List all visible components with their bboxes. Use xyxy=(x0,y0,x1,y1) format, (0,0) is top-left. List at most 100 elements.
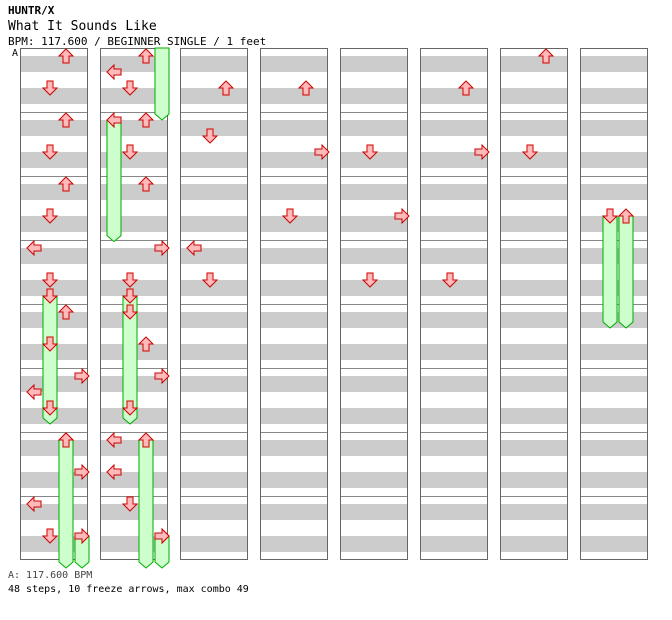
stripe xyxy=(100,280,168,296)
stripe xyxy=(340,472,408,488)
stripe xyxy=(500,408,568,424)
stripe xyxy=(420,408,488,424)
step-summary: 48 steps, 10 freeze arrows, max combo 49 xyxy=(8,584,249,595)
step-arrow xyxy=(26,383,42,401)
stripe xyxy=(180,56,248,72)
column-border xyxy=(180,48,248,560)
stripe xyxy=(580,184,648,200)
column-border xyxy=(420,48,488,560)
step-arrow xyxy=(154,239,170,257)
step-arrow xyxy=(106,463,122,481)
stripe xyxy=(420,88,488,104)
stripe xyxy=(580,344,648,360)
step-arrow xyxy=(41,272,59,288)
freeze-head-arrow xyxy=(41,288,59,304)
step-arrow xyxy=(361,144,379,160)
step-arrow xyxy=(26,239,42,257)
step-arrow xyxy=(537,48,555,64)
stripe xyxy=(500,344,568,360)
stripe xyxy=(420,56,488,72)
stripe xyxy=(420,376,488,392)
step-arrow xyxy=(57,48,75,64)
freeze-arrow xyxy=(58,439,74,569)
stripe xyxy=(500,376,568,392)
stripe xyxy=(420,216,488,232)
step-arrow xyxy=(474,143,490,161)
stripe xyxy=(260,184,328,200)
stripe xyxy=(260,120,328,136)
step-arrow xyxy=(137,112,155,128)
stripe xyxy=(260,248,328,264)
column-border xyxy=(100,48,168,560)
stripe xyxy=(180,440,248,456)
stripe xyxy=(580,56,648,72)
stripe xyxy=(180,216,248,232)
stripe xyxy=(260,536,328,552)
column-border xyxy=(20,48,88,560)
step-arrow xyxy=(121,400,139,416)
stripe xyxy=(260,88,328,104)
stripe xyxy=(20,120,88,136)
stripe xyxy=(180,472,248,488)
stripe xyxy=(420,312,488,328)
step-arrow xyxy=(154,527,170,545)
stripe xyxy=(580,376,648,392)
stripe xyxy=(420,536,488,552)
stripe xyxy=(340,504,408,520)
freeze-arrow xyxy=(138,439,154,569)
freeze-head-arrow xyxy=(106,111,122,129)
step-arrow xyxy=(281,208,299,224)
stripe xyxy=(260,408,328,424)
step-arrow xyxy=(41,528,59,544)
stripe xyxy=(180,312,248,328)
stripe xyxy=(500,184,568,200)
column-border xyxy=(340,48,408,560)
stripe xyxy=(20,248,88,264)
stripe xyxy=(340,216,408,232)
freeze-arrow xyxy=(618,215,634,329)
bpm-legend: A: 117.600 BPM xyxy=(8,570,93,581)
step-arrow xyxy=(121,80,139,96)
stripe xyxy=(180,344,248,360)
stripe xyxy=(180,88,248,104)
stripe xyxy=(260,56,328,72)
freeze-arrow xyxy=(106,119,122,243)
stripe xyxy=(260,504,328,520)
stripe xyxy=(180,504,248,520)
step-arrow xyxy=(154,367,170,385)
stripe xyxy=(100,248,168,264)
stripe xyxy=(500,120,568,136)
step-arrow xyxy=(441,272,459,288)
stripe xyxy=(580,536,648,552)
stripe xyxy=(580,472,648,488)
stripe xyxy=(340,184,408,200)
stripe xyxy=(180,184,248,200)
step-arrow xyxy=(394,207,410,225)
freeze-head-arrow xyxy=(601,208,619,224)
stripe xyxy=(20,56,88,72)
step-arrow xyxy=(297,80,315,96)
stripe xyxy=(340,408,408,424)
artist-name: HUNTR/X xyxy=(8,4,55,17)
step-arrow xyxy=(106,431,122,449)
stripe xyxy=(180,120,248,136)
step-arrow xyxy=(121,304,139,320)
step-arrow xyxy=(121,144,139,160)
stripe xyxy=(180,280,248,296)
stripe xyxy=(500,536,568,552)
step-arrow xyxy=(201,272,219,288)
stripe xyxy=(20,280,88,296)
stripe xyxy=(340,376,408,392)
freeze-arrow xyxy=(154,47,170,121)
step-arrow xyxy=(41,336,59,352)
stripe xyxy=(580,152,648,168)
stripe xyxy=(420,280,488,296)
stripe xyxy=(260,344,328,360)
stripe xyxy=(180,248,248,264)
freeze-head-arrow xyxy=(617,208,635,224)
stripe xyxy=(420,472,488,488)
stripe xyxy=(180,536,248,552)
stripe xyxy=(420,504,488,520)
stripe xyxy=(500,248,568,264)
step-arrow xyxy=(314,143,330,161)
